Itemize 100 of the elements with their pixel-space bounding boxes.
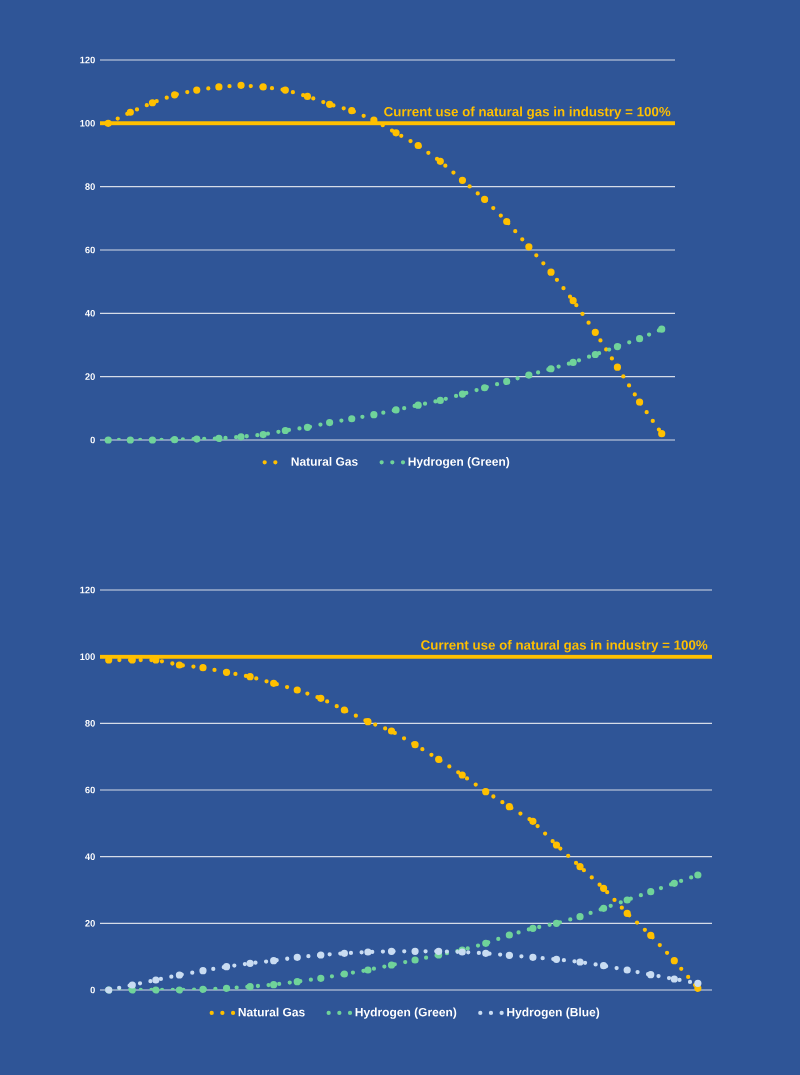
y-tick-label: 120 xyxy=(80,586,95,594)
point xyxy=(505,931,513,939)
point xyxy=(503,217,511,226)
point xyxy=(392,406,400,414)
point xyxy=(436,157,444,165)
legend-label: Natural Gas xyxy=(238,1007,305,1017)
point xyxy=(246,959,254,967)
point xyxy=(364,966,372,974)
point xyxy=(411,741,419,749)
point xyxy=(326,100,334,108)
point xyxy=(647,971,655,979)
point xyxy=(505,803,513,811)
point xyxy=(387,947,396,955)
point xyxy=(392,129,400,137)
point xyxy=(658,325,666,333)
point xyxy=(293,953,301,961)
point xyxy=(317,951,325,959)
point xyxy=(148,436,157,444)
point xyxy=(340,949,348,957)
point xyxy=(576,863,584,871)
point xyxy=(569,297,577,305)
point xyxy=(670,879,678,887)
point xyxy=(647,931,655,939)
point xyxy=(171,436,179,444)
point xyxy=(193,86,201,94)
point xyxy=(148,99,157,107)
point xyxy=(670,975,678,983)
point xyxy=(480,195,489,203)
point xyxy=(193,435,201,443)
point xyxy=(222,963,231,971)
point xyxy=(281,426,289,435)
point xyxy=(591,350,599,359)
point xyxy=(364,948,372,956)
y-tick-label: 40 xyxy=(85,853,95,860)
point xyxy=(303,423,312,431)
point xyxy=(348,107,356,115)
point xyxy=(547,365,555,373)
legend-label: Hydrogen (Green) xyxy=(408,456,510,469)
legend-label: Hydrogen (Blue) xyxy=(507,1007,600,1019)
y-tick-label: 0 xyxy=(90,436,95,444)
point xyxy=(414,141,422,150)
legend-label: Hydrogen (Green) xyxy=(355,1007,457,1019)
point xyxy=(482,939,490,947)
point xyxy=(348,415,356,423)
point xyxy=(340,970,348,978)
point xyxy=(503,377,511,386)
point xyxy=(458,771,466,779)
point xyxy=(237,433,245,441)
point xyxy=(152,976,160,984)
point xyxy=(435,947,443,955)
point xyxy=(128,981,136,989)
point xyxy=(647,888,655,896)
point xyxy=(293,686,301,694)
point xyxy=(658,430,666,438)
point xyxy=(547,268,555,276)
y-tick-label: 0 xyxy=(90,986,95,994)
point xyxy=(529,953,537,961)
point xyxy=(222,984,231,992)
y-tick-label: 80 xyxy=(85,720,95,727)
point xyxy=(317,694,325,702)
point xyxy=(340,706,348,714)
point xyxy=(222,668,231,676)
ref-line-label: Current use of natural gas in industry = 100% xyxy=(384,106,671,120)
point xyxy=(246,673,254,681)
point xyxy=(411,956,419,964)
point xyxy=(104,436,112,444)
point xyxy=(458,390,467,398)
point xyxy=(480,384,489,392)
y-tick-label: 80 xyxy=(85,183,95,190)
point xyxy=(623,966,631,974)
point xyxy=(303,92,312,101)
y-tick-label: 120 xyxy=(80,56,95,64)
point xyxy=(635,398,644,406)
y-tick-label: 20 xyxy=(85,920,95,927)
point xyxy=(576,913,584,921)
point xyxy=(215,83,223,91)
point xyxy=(694,979,702,987)
point xyxy=(525,371,533,379)
y-tick-label: 60 xyxy=(85,246,95,254)
point xyxy=(126,436,134,444)
point xyxy=(525,243,533,251)
point xyxy=(199,985,207,993)
point xyxy=(215,434,223,443)
point xyxy=(270,957,278,965)
point xyxy=(529,817,537,825)
point xyxy=(482,788,490,796)
point xyxy=(128,986,136,994)
point xyxy=(436,396,444,405)
point xyxy=(482,949,490,957)
point xyxy=(411,947,419,955)
y-tick-label: 40 xyxy=(85,310,95,317)
point xyxy=(694,871,702,879)
point xyxy=(552,955,561,963)
y-tick-label: 60 xyxy=(85,786,95,794)
point xyxy=(175,971,184,979)
point xyxy=(569,358,577,367)
point xyxy=(175,661,184,669)
point xyxy=(370,411,378,419)
point xyxy=(259,431,267,439)
point xyxy=(600,962,608,970)
